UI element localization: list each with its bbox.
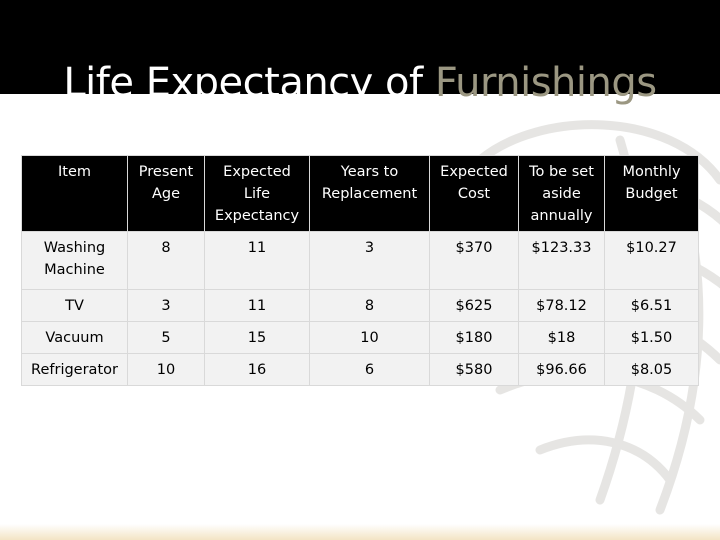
title-bar (0, 0, 720, 94)
header-monthly-budget: Monthly Budget (604, 155, 699, 232)
cell-present-age: 8 (127, 231, 205, 290)
cell-item: Vacuum (21, 321, 128, 354)
table-row: Refrigerator 10 16 6 $580 $96.66 $8.05 (21, 353, 699, 386)
cell-expected-cost: $370 (429, 231, 519, 290)
cell-present-age: 3 (127, 289, 205, 322)
cell-monthly-budget: $8.05 (604, 353, 699, 386)
header-expected-life: Expected Life Expectancy (204, 155, 310, 232)
table-row: Vacuum 5 15 10 $180 $18 $1.50 (21, 321, 699, 354)
table-header-row: Item Present Age Expected Life Expectanc… (21, 155, 699, 232)
header-years-to-replacement: Years to Replacement (309, 155, 430, 232)
cell-years-to-replacement: 6 (309, 353, 430, 386)
header-expected-cost: Expected Cost (429, 155, 519, 232)
table-row: TV 3 11 8 $625 $78.12 $6.51 (21, 289, 699, 322)
cell-set-aside-annually: $96.66 (518, 353, 605, 386)
cell-item: TV (21, 289, 128, 322)
cell-set-aside-annually: $18 (518, 321, 605, 354)
cell-monthly-budget: $1.50 (604, 321, 699, 354)
cell-set-aside-annually: $78.12 (518, 289, 605, 322)
cell-present-age: 10 (127, 353, 205, 386)
header-set-aside-annually: To be set aside annually (518, 155, 605, 232)
table-row: Washing Machine 8 11 3 $370 $123.33 $10.… (21, 231, 699, 290)
cell-years-to-replacement: 8 (309, 289, 430, 322)
cell-item: Refrigerator (21, 353, 128, 386)
title-accent: Furnishings (434, 59, 657, 106)
cell-expected-life: 15 (204, 321, 310, 354)
cell-years-to-replacement: 10 (309, 321, 430, 354)
bottom-glow (0, 524, 720, 540)
cell-expected-cost: $180 (429, 321, 519, 354)
cell-present-age: 5 (127, 321, 205, 354)
cell-years-to-replacement: 3 (309, 231, 430, 290)
cell-expected-life: 11 (204, 231, 310, 290)
header-item: Item (21, 155, 128, 232)
cell-expected-cost: $580 (429, 353, 519, 386)
cell-expected-life: 11 (204, 289, 310, 322)
cell-set-aside-annually: $123.33 (518, 231, 605, 290)
header-present-age: Present Age (127, 155, 205, 232)
cell-expected-life: 16 (204, 353, 310, 386)
title-main: Life Expectancy of (63, 59, 435, 106)
slide-title: Life Expectancy of Furnishings (0, 57, 720, 109)
cell-item: Washing Machine (21, 231, 128, 290)
cell-expected-cost: $625 (429, 289, 519, 322)
cell-monthly-budget: $10.27 (604, 231, 699, 290)
furnishings-table: Item Present Age Expected Life Expectanc… (21, 155, 699, 386)
cell-monthly-budget: $6.51 (604, 289, 699, 322)
